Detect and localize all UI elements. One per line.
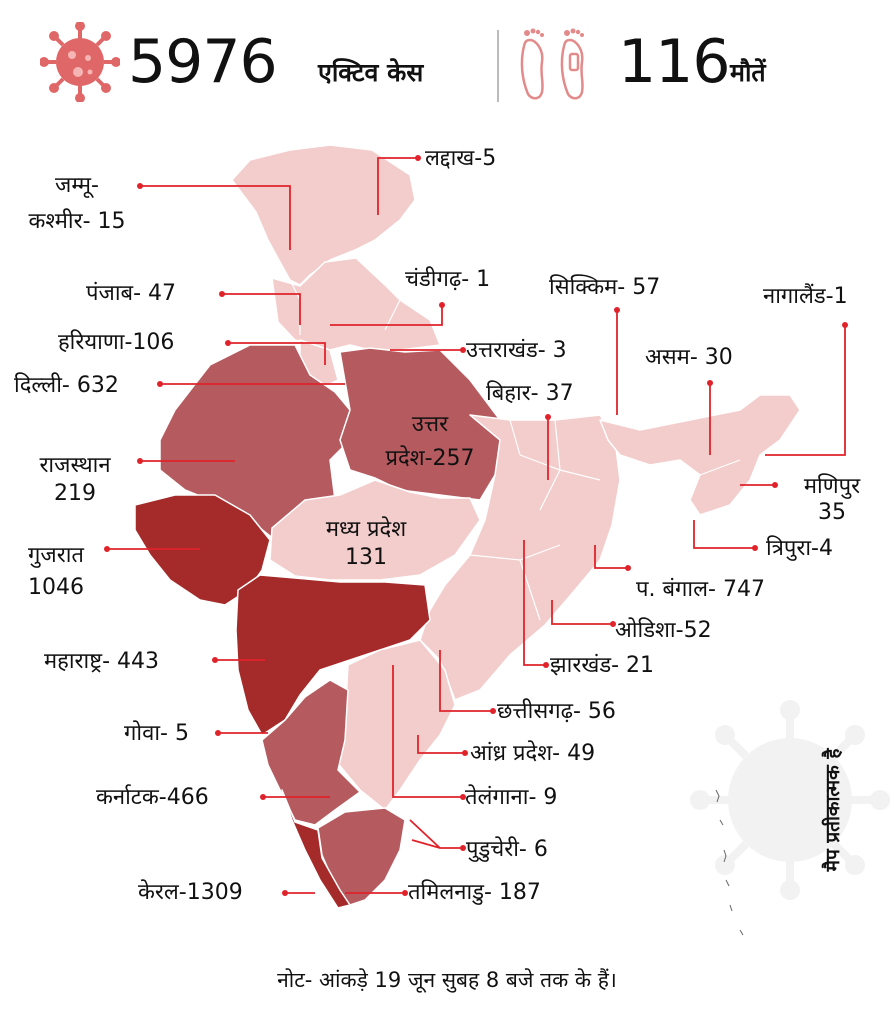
deaths-label: मौतें (730, 58, 766, 87)
footer-note: नोट- आंकड़े 19 जून सुबह 8 बजे तक के हैं। (277, 968, 617, 992)
region-rajasthan (159, 344, 351, 541)
region-northeast (599, 394, 801, 516)
active-cases-label: एक्टिव केस (318, 58, 424, 87)
pointer-telangana (392, 665, 463, 798)
label-sikkim: सिक्किम- 57 (549, 275, 661, 300)
map-symbolic-note: मैप प्रतीकात्मक है (810, 705, 854, 915)
label-manipur: मणिपुर 35 (803, 474, 861, 525)
label-west-bengal: प. बंगाल- 747 (636, 577, 765, 602)
label-bihar: बिहार- 37 (486, 381, 574, 406)
label-chhattisgarh: छत्तीसगढ़- 56 (497, 699, 616, 724)
label-kerala: केरल-1309 (138, 880, 243, 905)
pointer-tripura (693, 520, 755, 549)
deaths-value: 116 (618, 27, 731, 97)
watermark-virus (690, 700, 890, 900)
active-cases-value: 5976 (128, 27, 278, 97)
label-haryana: हरियाणा-106 (58, 330, 175, 355)
label-chandigarh: चंडीगढ़- 1 (405, 267, 491, 292)
label-jammu-kashmir: जम्मू- कश्मीर- 15 (28, 173, 126, 234)
pointer-haryana (228, 342, 326, 365)
label-puducherry: पुडुचेरी- 6 (466, 837, 548, 862)
label-nagaland: नागालैंड-1 (763, 284, 848, 309)
region-jammu-kashmir-ladakh (231, 144, 416, 286)
pointer-odisha (551, 600, 613, 625)
region-karnataka (261, 679, 361, 826)
label-uttarakhand: उत्तराखंड- 3 (466, 338, 567, 363)
pointer-ladakh (377, 157, 418, 215)
pointer-punjab (222, 293, 301, 325)
label-assam: असम- 30 (645, 345, 733, 370)
label-gujarat: गुजरात 1046 (28, 543, 84, 600)
pointer-puducherry (409, 819, 463, 849)
header-divider (497, 30, 499, 102)
label-odisha: ओडिशा-52 (615, 618, 712, 643)
label-goa: गोवा- 5 (124, 721, 189, 746)
pointer-wb (594, 545, 628, 569)
label-punjab: पंजाब- 47 (86, 281, 177, 306)
region-maharashtra (235, 574, 431, 736)
pointer-jk (140, 185, 291, 250)
map-symbolic-note-text: मैप प्रतीकात्मक है (822, 748, 844, 872)
label-madhya-pradesh: मध्य प्रदेश 131 (325, 517, 407, 570)
label-uttar-pradesh: उत्तर प्रदेश-257 (385, 412, 475, 471)
label-delhi: दिल्ली- 632 (14, 373, 119, 398)
header: 5976 एक्टिव केस 116 मौतें (0, 0, 894, 120)
label-tripura: त्रिपुरा-4 (766, 536, 833, 561)
label-karnataka: कर्नाटक-466 (96, 785, 209, 810)
pointer-chhattisgarh (439, 650, 493, 712)
virus-icon (40, 22, 120, 102)
region-kerala (281, 789, 351, 909)
region-uttar-pradesh (339, 347, 521, 501)
label-maharashtra: महाराष्ट्र- 443 (44, 649, 160, 674)
footprints-icon (520, 28, 584, 100)
label-ladakh: लद्दाख-5 (425, 146, 497, 171)
region-madhya-pradesh (269, 479, 481, 581)
pointer-chandigarh (330, 305, 443, 326)
label-telangana: तेलंगाना- 9 (465, 785, 558, 810)
label-jharkhand: झारखंड- 21 (550, 653, 655, 678)
label-rajasthan: राजस्थान 219 (39, 453, 111, 506)
label-tamil-nadu: तमिलनाडु- 187 (408, 880, 541, 905)
label-andhra-pradesh: आंध्र प्रदेश- 49 (470, 741, 596, 766)
pointer-jharkhand (523, 540, 546, 666)
pointer-andhra (417, 735, 465, 754)
pointer-nagaland (765, 325, 846, 456)
